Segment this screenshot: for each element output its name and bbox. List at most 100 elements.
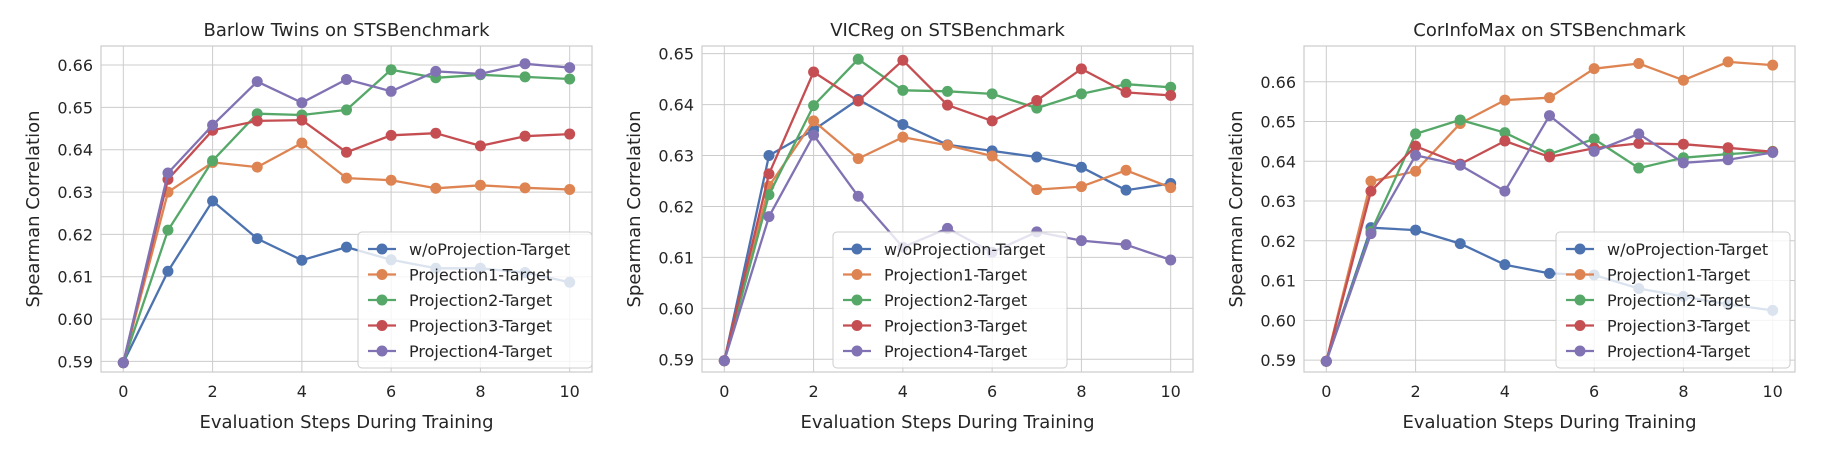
data-point	[808, 100, 820, 112]
chart-panel-2: 0 2 4 6 8 10 0.59 0.60 0.61 0.62 0.63 0.64 0.65 VICRe…	[624, 20, 1194, 433]
y-tick-label: 0.66	[57, 56, 93, 75]
data-point	[341, 73, 352, 85]
legend-box	[832, 231, 1068, 369]
legend-marker	[1574, 269, 1586, 280]
y-tick-label: 0.59	[57, 352, 93, 371]
data-point	[897, 84, 909, 96]
legend-entry-label: Projection1-Target	[1607, 266, 1750, 285]
data-point	[207, 119, 219, 131]
y-tick-label: 0.65	[57, 98, 93, 117]
x-tick-label: 2	[808, 382, 818, 401]
y-tick-label: 0.62	[658, 197, 694, 216]
x-tick-label: 0	[719, 382, 729, 401]
legend-marker	[851, 320, 863, 331]
data-point	[1588, 133, 1600, 145]
data-point	[942, 139, 953, 151]
data-point	[1075, 235, 1087, 247]
data-point	[808, 66, 820, 78]
data-point	[385, 85, 397, 97]
data-point	[1722, 56, 1734, 68]
legend-entry-label: Projection1-Target	[884, 266, 1027, 285]
data-point	[1499, 185, 1511, 197]
legend-entry-label: Projection4-Target	[884, 342, 1027, 361]
legend-entry-label: Projection4-Target	[409, 342, 552, 361]
data-point	[1633, 57, 1645, 69]
data-point	[763, 211, 775, 223]
data-point	[1633, 162, 1645, 174]
data-point	[808, 115, 820, 127]
data-point	[1633, 137, 1645, 149]
data-point	[207, 195, 219, 207]
data-point	[763, 150, 775, 162]
legend-marker	[1574, 320, 1586, 331]
data-point	[1410, 149, 1422, 161]
data-point	[852, 53, 864, 65]
data-point	[1633, 128, 1645, 140]
data-point	[564, 62, 576, 74]
data-point	[1454, 238, 1466, 250]
data-point	[1410, 140, 1422, 152]
x-tick-label: 6	[1589, 382, 1599, 401]
y-tick-label: 0.63	[57, 183, 93, 202]
data-point	[852, 153, 864, 165]
data-point	[296, 114, 308, 126]
legend-marker	[1574, 345, 1586, 357]
data-point	[986, 115, 998, 127]
data-point	[1410, 224, 1422, 236]
data-point	[942, 99, 953, 111]
data-point	[341, 146, 352, 158]
legend-entry-label: Projection2-Target	[409, 291, 552, 310]
y-tick-label: 0.60	[1260, 311, 1296, 330]
data-point	[162, 167, 174, 179]
x-tick-label: 2	[207, 382, 217, 401]
legend: w/oProjection-Target Projection1-Target Pr…	[1555, 231, 1791, 369]
data-point	[474, 179, 486, 191]
data-point	[718, 355, 730, 367]
data-point	[519, 58, 531, 70]
data-point	[1410, 128, 1422, 140]
data-point	[1499, 259, 1511, 271]
data-point	[251, 233, 263, 245]
y-tick-label: 0.65	[658, 45, 694, 64]
chart-title: Barlow Twins on STSBenchmark	[204, 20, 491, 41]
data-point	[1031, 102, 1043, 114]
data-point	[296, 97, 308, 109]
data-point	[474, 140, 486, 152]
data-point	[564, 73, 576, 85]
y-tick-label: 0.64	[658, 96, 694, 115]
data-point	[1365, 185, 1377, 197]
y-tick-label: 0.59	[658, 350, 694, 369]
data-point	[430, 182, 442, 194]
chart-title: CorInfoMax on STSBenchmark	[1413, 20, 1686, 41]
data-point	[1320, 355, 1332, 367]
data-point	[296, 254, 308, 266]
data-point	[430, 65, 442, 77]
legend-marker	[851, 269, 863, 280]
data-point	[986, 88, 998, 100]
legend: w/oProjection-Target Projection1-Target Pr…	[357, 231, 593, 369]
x-tick-label: 4	[898, 382, 908, 401]
chart-panel-3: 0 2 4 6 8 10 0.59 0.60 0.61 0.62 0.63 0.64 0.65 0.66 C…	[1226, 20, 1796, 433]
data-point	[519, 182, 531, 194]
y-tick-label: 0.63	[1260, 192, 1296, 211]
chart-panel-1: 0 2 4 6 8 10 0.59 0.60 0.61 0.62 0.63 0.64 0.65 0.66 B…	[23, 20, 593, 433]
legend-marker	[1574, 243, 1586, 255]
data-point	[1722, 154, 1734, 166]
legend-marker	[376, 243, 388, 255]
data-point	[1544, 267, 1555, 279]
legend-marker	[376, 320, 388, 331]
data-point	[207, 155, 219, 167]
plot-frame	[100, 45, 593, 373]
data-point	[341, 172, 352, 184]
x-tick-label: 4	[1500, 382, 1510, 401]
y-tick-label: 0.60	[57, 310, 93, 329]
legend-entry-label: Projection3-Target	[409, 317, 552, 336]
data-point	[1075, 88, 1087, 100]
data-point	[1120, 86, 1132, 98]
plot-frame	[701, 45, 1194, 373]
x-tick-label: 6	[987, 382, 997, 401]
legend-entry-label: Projection3-Target	[884, 317, 1027, 336]
y-axis-label: Spearman Correlation	[1226, 111, 1247, 308]
legend-marker	[376, 269, 388, 280]
y-tick-label: 0.66	[1260, 73, 1296, 92]
